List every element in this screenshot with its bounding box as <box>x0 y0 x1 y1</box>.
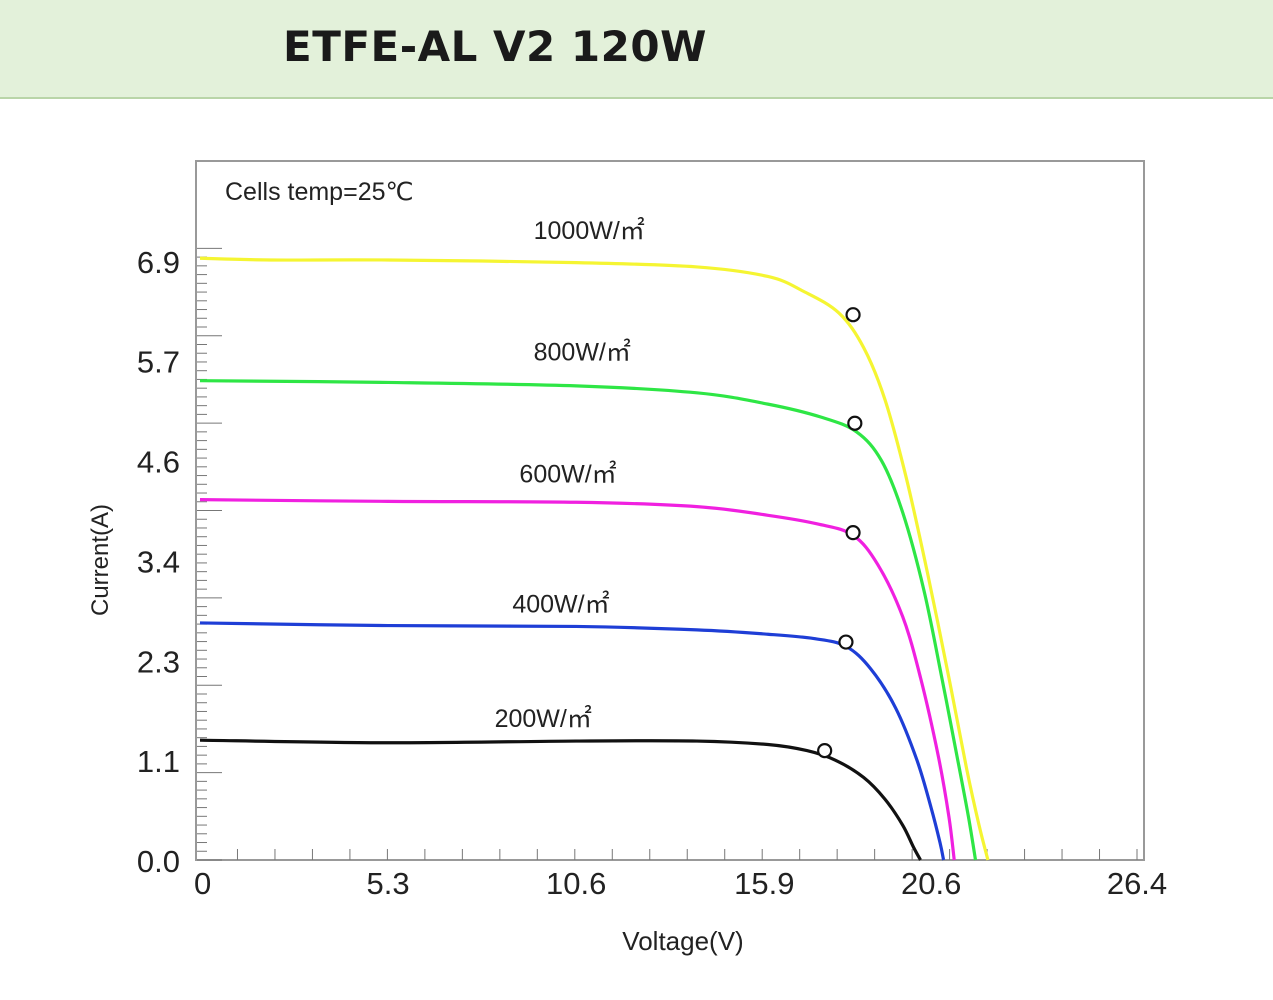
series-label: 1000W/㎡ <box>534 217 645 245</box>
mpp-marker <box>845 307 861 323</box>
y-tick-label: 6.9 <box>137 245 180 280</box>
mpp-marker <box>817 742 833 759</box>
series-line <box>199 621 946 861</box>
series: 1000W/㎡ 800W/㎡ 600W/㎡ 400W/㎡ 200W/㎡ <box>199 217 990 861</box>
y-tick-label: 3.4 <box>137 544 180 579</box>
x-tick-label: 26.4 <box>1107 866 1167 901</box>
y-tick-label: 0.0 <box>137 844 180 879</box>
x-tick-label: 5.3 <box>367 866 410 901</box>
series-label: 800W/㎡ <box>534 339 631 367</box>
series-line <box>199 738 922 861</box>
series-label: 400W/㎡ <box>512 591 609 619</box>
chart-annotation: Cells temp=25℃ <box>225 178 414 206</box>
x-tick-label: 0 <box>194 866 211 901</box>
y-tick-label: 5.7 <box>137 345 180 380</box>
y-axis-label: Current(A) <box>87 504 114 616</box>
series-label: 200W/㎡ <box>495 705 592 733</box>
x-tick-label: 10.6 <box>546 866 606 901</box>
y-tick-label: 1.1 <box>137 744 180 779</box>
y-tick-label: 2.3 <box>137 644 180 679</box>
mpp-marker <box>845 525 861 541</box>
page-title: ETFE-AL V2 120W <box>283 22 707 71</box>
x-tick-label: 20.6 <box>901 866 961 901</box>
plot-frame <box>195 160 1145 861</box>
y-tick-label: 4.6 <box>137 445 180 480</box>
series-line <box>199 498 956 861</box>
series-line <box>199 379 978 861</box>
axes: 0.0 1.1 2.3 3.4 4.6 5.7 6.9 0 5.3 10.6 15.9 20.6 26.… <box>137 245 1167 901</box>
x-axis-label: Voltage(V) <box>622 926 743 956</box>
header-banner: ETFE-AL V2 120W <box>0 0 1273 99</box>
series-label: 600W/㎡ <box>519 460 616 488</box>
mpp-marker <box>838 634 854 650</box>
mpp-marker <box>847 415 863 431</box>
x-tick-label: 15.9 <box>734 866 794 901</box>
series-line <box>199 256 990 861</box>
